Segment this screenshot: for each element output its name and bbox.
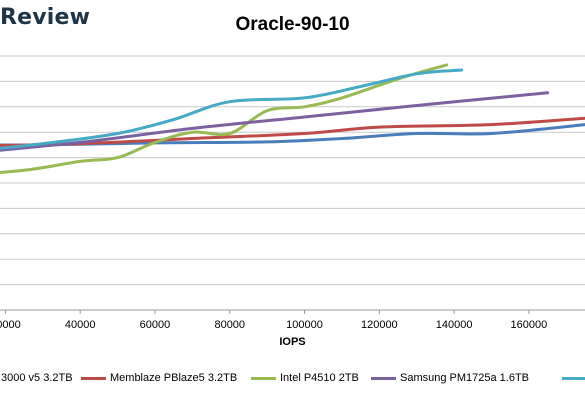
series-lines: [0, 63, 585, 175]
site-logo-text: Review: [0, 5, 91, 30]
x-tick-label: 60000: [140, 319, 171, 331]
legend-swatch: [251, 376, 276, 380]
gridlines: [0, 55, 585, 311]
legend-item: Tos: [562, 372, 585, 384]
x-tick-label: 40000: [65, 319, 96, 331]
legend-label: 3000 v5 3.2TB: [1, 372, 73, 384]
x-tick-label: 20000: [0, 319, 21, 331]
legend-swatch: [562, 376, 585, 380]
series-line: [0, 91, 550, 152]
x-tick-label: 160000: [511, 319, 548, 331]
chart-title: Oracle-90-10: [235, 14, 350, 35]
legend-item: Intel P4510 2TB: [251, 372, 359, 384]
legend-label: Memblaze PBlaze5 3.2TB: [110, 372, 238, 384]
legend: 3000 v5 3.2TB Memblaze PBlaze5 3.2TB Intel…: [0, 372, 585, 390]
series-line: [0, 63, 449, 175]
legend-item: Memblaze PBlaze5 3.2TB: [81, 372, 237, 384]
x-axis-ticks: 20000 40000 60000 80000 100000 120000 140000 16…: [0, 310, 547, 331]
x-axis-label: IOPS: [279, 336, 306, 348]
legend-item: 3000 v5 3.2TB: [0, 372, 73, 384]
legend-swatch: [371, 376, 396, 380]
series-line: [0, 68, 464, 150]
legend-item: Samsung PM1725a 1.6TB: [371, 372, 529, 384]
x-tick-label: 100000: [286, 319, 323, 331]
x-tick-label: 80000: [214, 319, 245, 331]
legend-swatch: [81, 376, 106, 380]
legend-label: Intel P4510 2TB: [280, 372, 359, 384]
x-tick-label: 120000: [361, 319, 398, 331]
legend-label: Samsung PM1725a 1.6TB: [400, 372, 530, 384]
x-tick-label: 140000: [436, 319, 473, 331]
